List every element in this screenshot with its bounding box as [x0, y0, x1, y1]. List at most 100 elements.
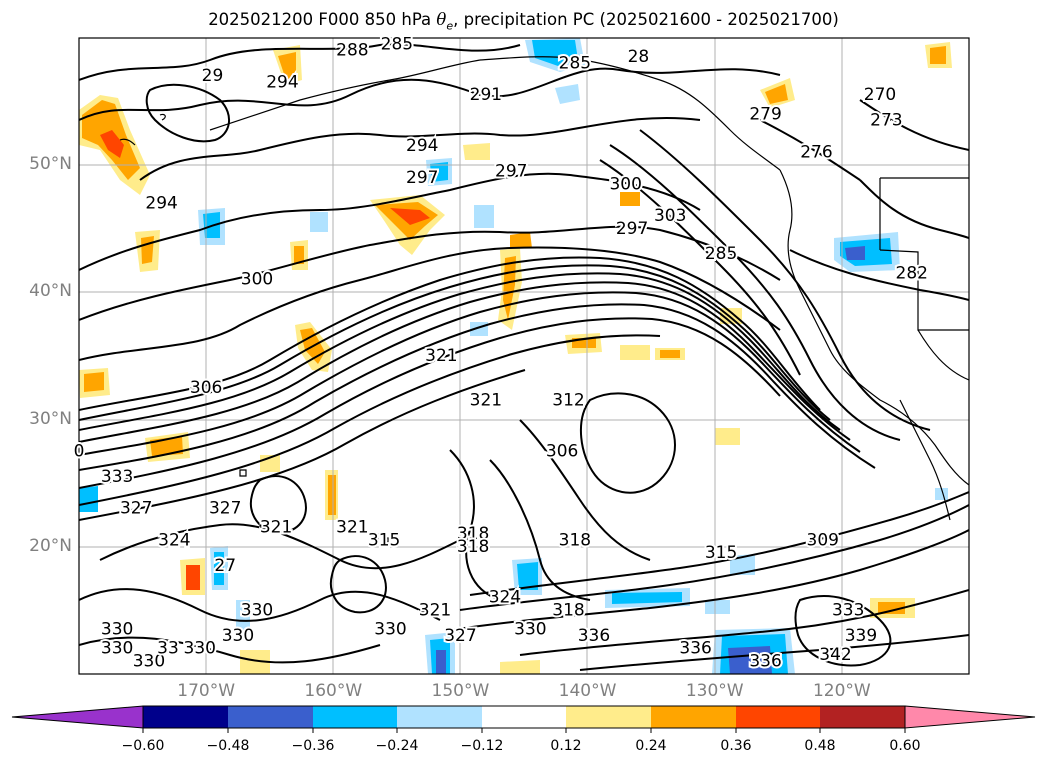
contour-label: 279: [749, 104, 781, 124]
contour-label: 270: [864, 85, 896, 105]
contour-label: 297: [495, 162, 527, 182]
contour-label: 327: [444, 626, 476, 646]
contour-label: 336: [578, 626, 610, 646]
contour-label: 306: [546, 441, 578, 461]
contour-label: 342: [819, 645, 851, 665]
x-tick-label: 140°W: [558, 681, 617, 701]
plot-title: 2025021200 F000 850 hPa θe, precipitatio…: [208, 10, 839, 33]
y-tick-label: 50°N: [29, 154, 72, 175]
colorbar-tick-label: 0.36: [720, 738, 752, 754]
colorbar-segment: [482, 706, 566, 728]
contour-label: 321: [419, 600, 451, 620]
colorbar-extend-high: [904, 705, 1036, 729]
x-tick-label: 120°W: [812, 681, 871, 701]
contour-label: 312: [552, 391, 584, 411]
map-frame: [78, 37, 970, 675]
colorbar-tick-label: 0.24: [635, 738, 667, 754]
colorbar-segment: [736, 706, 820, 728]
colorbar-tick-label: −0.12: [460, 738, 504, 754]
x-tick-label: 130°W: [685, 681, 744, 701]
contour-label: 321: [260, 518, 292, 538]
contour-label: 330: [101, 639, 133, 659]
contour-label: 330: [222, 626, 254, 646]
contour-label: 294: [266, 73, 298, 93]
contour-label: 333: [101, 467, 133, 487]
contour-label: 327: [209, 499, 241, 519]
colorbar-tick-label: 0.60: [889, 738, 921, 754]
contour-label: 297: [406, 168, 438, 188]
contour-label: 336: [679, 639, 711, 659]
contour-label: 285: [381, 34, 413, 54]
colorbar-tick-label: −0.24: [375, 738, 419, 754]
colorbar-tick-label: 0.48: [804, 738, 836, 754]
contour-label: 297: [616, 219, 648, 239]
y-tick-label: 30°N: [29, 408, 72, 429]
colorbar-segment: [651, 706, 736, 728]
contour-label: 339: [845, 626, 877, 646]
contour-label: 318: [559, 530, 591, 550]
colorbar-segment: [397, 706, 482, 728]
contour-label: 324: [489, 588, 521, 608]
contour-label: 0: [74, 441, 85, 461]
contour-label: 336: [749, 651, 781, 671]
colorbar-tick-label: −0.60: [121, 738, 165, 754]
contour-label: 300: [241, 270, 273, 290]
coastlines: [119, 56, 969, 543]
contour-label: 318: [552, 600, 584, 620]
contour-label: 300: [609, 174, 641, 194]
colorbar-segment: [313, 706, 397, 728]
contour-label: 294: [406, 136, 438, 156]
contour-label: 330: [514, 619, 546, 639]
contour-label: 330: [133, 651, 165, 671]
contour-label: 291: [470, 85, 502, 105]
colorbar: [11, 705, 1036, 733]
contour-label: 333: [832, 600, 864, 620]
contour-label: 29: [202, 66, 224, 86]
colorbar-segment: [566, 706, 651, 728]
colorbar-tick-label: 0.12: [550, 738, 582, 754]
contour-labels: 29 294 288 285 285 291 28 294 297 300 294 297 297 303…: [72, 32, 930, 673]
map-content: [79, 38, 969, 674]
contour-label: 330: [374, 619, 406, 639]
contour-label: 330: [101, 619, 133, 639]
contour-label: 294: [145, 193, 177, 213]
colorbar-segment: [228, 706, 313, 728]
contour-label: 321: [425, 346, 457, 366]
contour-label: 27: [214, 556, 236, 576]
contour-label: 327: [120, 499, 152, 519]
x-tick-label: 160°W: [304, 681, 363, 701]
contour-label: 318: [457, 537, 489, 557]
contour-label: 288: [336, 41, 368, 61]
contour-label: 315: [368, 530, 400, 550]
contour-label: 330: [241, 600, 273, 620]
x-tick-label: 150°W: [431, 681, 490, 701]
x-tick-label: 170°W: [177, 681, 236, 701]
contour-label: 33: [157, 639, 179, 659]
contour-label: 324: [158, 530, 190, 550]
contour-label: 306: [190, 378, 222, 398]
contour-label: 303: [654, 206, 686, 226]
colorbar-segment: [820, 706, 905, 728]
contour-label: 285: [559, 53, 591, 73]
contour-label: 321: [336, 518, 368, 538]
contour-label: 315: [705, 543, 737, 563]
contour-label: 28: [628, 47, 650, 67]
colorbar-tick-label: −0.48: [206, 738, 250, 754]
contour-label: 321: [470, 391, 502, 411]
precip-shading: [79, 38, 952, 674]
colorbar-segment: [143, 706, 228, 728]
grid-lines: [79, 38, 969, 674]
y-tick-label: 40°N: [29, 281, 72, 302]
theta-e-contours: [79, 43, 969, 671]
contour-label: 273: [870, 111, 902, 131]
colorbar-extend-low: [11, 705, 144, 729]
contour-label: 309: [807, 530, 839, 550]
y-tick-label: 20°N: [29, 535, 72, 556]
contour-label: 282: [896, 263, 928, 283]
contour-label: 330: [184, 639, 216, 659]
contour-label: 285: [705, 244, 737, 264]
colorbar-tick-label: −0.36: [291, 738, 335, 754]
contour-label: 318: [457, 524, 489, 544]
contour-label: 276: [800, 142, 832, 162]
